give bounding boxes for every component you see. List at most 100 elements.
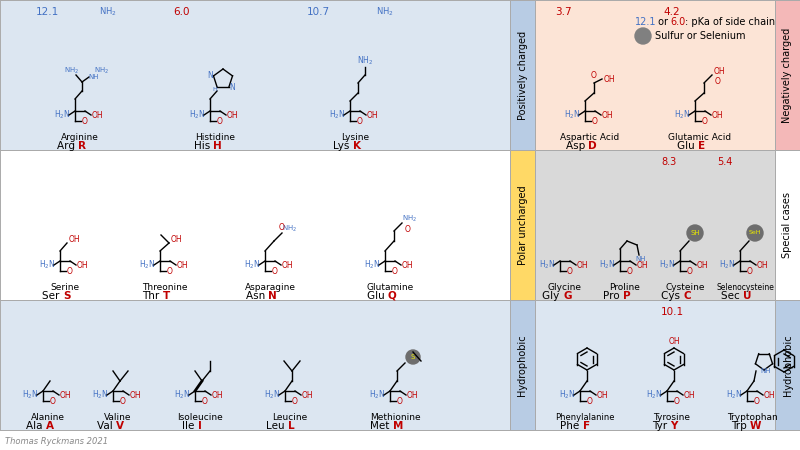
Text: O: O: [272, 266, 278, 275]
Text: SeH: SeH: [749, 230, 762, 235]
Text: Proline: Proline: [610, 284, 641, 292]
Text: OH: OH: [668, 337, 680, 346]
Text: Tyr: Tyr: [652, 421, 670, 431]
Text: OH: OH: [601, 111, 613, 120]
Text: Q: Q: [388, 291, 397, 301]
Text: O: O: [217, 117, 223, 126]
Text: O: O: [405, 225, 411, 234]
Text: OH: OH: [59, 391, 71, 400]
Text: R: R: [78, 141, 86, 151]
Text: Y: Y: [670, 421, 678, 431]
Text: L: L: [288, 421, 294, 431]
Text: Asparagine: Asparagine: [245, 284, 295, 292]
Text: NH: NH: [761, 368, 771, 374]
Text: OH: OH: [226, 111, 238, 120]
Circle shape: [747, 225, 763, 241]
Text: O: O: [674, 396, 680, 405]
Text: $\rm H_2N$: $\rm H_2N$: [674, 109, 690, 121]
Text: 5.4: 5.4: [718, 157, 733, 167]
Text: F: F: [583, 421, 590, 431]
Text: OH: OH: [711, 111, 723, 120]
Text: $\rm H_2N$: $\rm H_2N$: [564, 109, 580, 121]
Text: Histidine: Histidine: [195, 134, 235, 143]
Text: O: O: [567, 266, 573, 275]
Text: G: G: [563, 291, 571, 301]
Bar: [775, 0, 800, 150]
Text: $\rm H_2N$: $\rm H_2N$: [189, 109, 206, 121]
Text: Glutamic Acid: Glutamic Acid: [669, 134, 731, 143]
Text: NH: NH: [89, 74, 99, 80]
Text: OH: OH: [76, 261, 88, 270]
Bar: [535, 0, 775, 150]
Text: or: or: [655, 17, 671, 27]
Text: Serine: Serine: [50, 284, 79, 292]
Text: O: O: [592, 117, 598, 126]
Text: S: S: [411, 354, 415, 360]
Text: S: S: [63, 291, 70, 301]
Text: Methionine: Methionine: [370, 414, 420, 423]
Text: W: W: [750, 421, 762, 431]
Text: V: V: [116, 421, 124, 431]
Bar: [510, 0, 535, 150]
Text: O: O: [587, 396, 593, 405]
Text: Arginine: Arginine: [61, 134, 99, 143]
Text: Glu: Glu: [367, 291, 388, 301]
Text: $\rm H_2N$: $\rm H_2N$: [538, 259, 555, 271]
Text: E: E: [698, 141, 705, 151]
Text: I: I: [198, 421, 202, 431]
Text: $\rm H_2N$: $\rm H_2N$: [558, 389, 575, 401]
Text: $\rm H_2N$: $\rm H_2N$: [598, 259, 615, 271]
Text: 12.1: 12.1: [635, 17, 657, 27]
Text: O: O: [397, 396, 403, 405]
Text: $\rm NH_2$: $\rm NH_2$: [376, 6, 394, 18]
Text: OH: OH: [401, 261, 413, 270]
Text: Positively charged: Positively charged: [518, 31, 527, 120]
Text: Hydrophobic: Hydrophobic: [518, 334, 527, 396]
Text: 3.7: 3.7: [554, 7, 571, 17]
Text: OH: OH: [129, 391, 141, 400]
Text: O: O: [279, 222, 285, 231]
Text: M: M: [393, 421, 403, 431]
Text: $\rm H_2N$: $\rm H_2N$: [92, 389, 108, 401]
Text: Leucine: Leucine: [272, 414, 308, 423]
Text: Threonine: Threonine: [142, 284, 188, 292]
Text: O: O: [754, 396, 760, 405]
Bar: [535, 150, 775, 300]
Bar: [775, 300, 800, 430]
Text: Glycine: Glycine: [548, 284, 582, 292]
Text: 10.7: 10.7: [306, 7, 330, 17]
Text: $\rm H_2N$: $\rm H_2N$: [646, 389, 662, 401]
Text: N: N: [208, 72, 214, 81]
Text: O: O: [202, 396, 208, 405]
Text: Alanine: Alanine: [31, 414, 65, 423]
Text: 6.0: 6.0: [670, 17, 686, 27]
Text: P: P: [623, 291, 630, 301]
Text: Selenocysteine: Selenocysteine: [716, 284, 774, 292]
Text: Leu: Leu: [266, 421, 288, 431]
Circle shape: [687, 225, 703, 241]
Text: 12.1: 12.1: [35, 7, 58, 17]
Text: O: O: [715, 77, 721, 86]
Text: OH: OH: [170, 234, 182, 243]
Text: Phe: Phe: [561, 421, 583, 431]
Text: O: O: [392, 266, 398, 275]
Text: Tyrosine: Tyrosine: [654, 414, 690, 423]
Bar: [0, 0, 510, 150]
Text: D: D: [588, 141, 597, 151]
Text: OH: OH: [68, 234, 80, 243]
Text: $\rm H_2N$: $\rm H_2N$: [658, 259, 675, 271]
Text: K: K: [353, 141, 361, 151]
Text: $\rm H_2N$: $\rm H_2N$: [174, 389, 190, 401]
Text: OH: OH: [603, 75, 615, 84]
Text: OH: OH: [696, 261, 708, 270]
Text: U: U: [743, 291, 751, 301]
Text: O: O: [82, 117, 88, 126]
Text: Valine: Valine: [104, 414, 132, 423]
Circle shape: [635, 28, 651, 44]
Text: OH: OH: [713, 67, 725, 76]
Text: Thomas Ryckmans 2021: Thomas Ryckmans 2021: [5, 437, 108, 446]
Text: OH: OH: [366, 111, 378, 120]
Text: Negatively charged: Negatively charged: [782, 27, 793, 122]
Text: NH: NH: [636, 256, 646, 262]
Text: OH: OH: [763, 391, 775, 400]
